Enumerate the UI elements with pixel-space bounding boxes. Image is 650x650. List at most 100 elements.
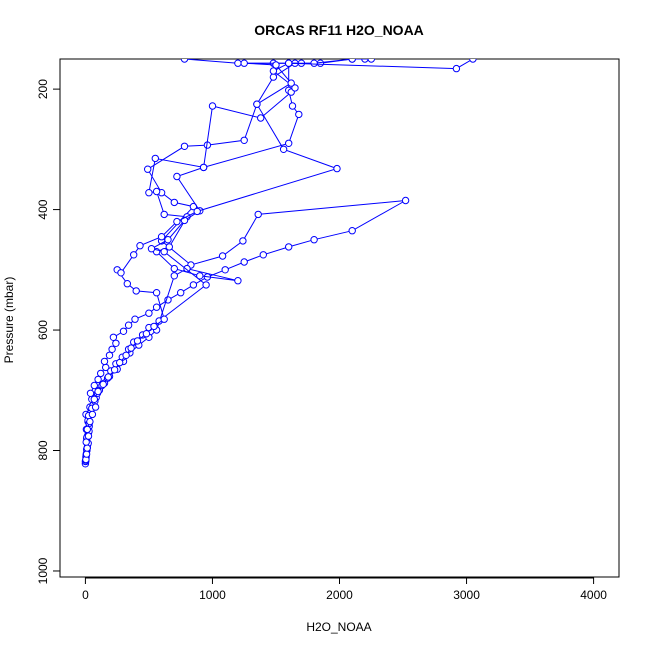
data-point (108, 345, 116, 353)
data-point (208, 102, 217, 110)
data-point (310, 236, 318, 244)
data-point (170, 264, 179, 273)
data-point (104, 373, 113, 381)
data-point (180, 59, 189, 63)
data-point (240, 258, 248, 266)
data-point (173, 172, 181, 181)
data-point (83, 444, 91, 452)
data-point (91, 403, 100, 411)
series-layer (81, 59, 477, 468)
y-tick-label: 1000 (36, 557, 50, 584)
data-point (287, 79, 295, 87)
data-point (99, 380, 107, 388)
data-point (295, 110, 303, 119)
x-tick-label: 0 (82, 588, 89, 602)
y-tick-label: 200 (36, 79, 50, 99)
data-point (199, 163, 208, 172)
data-point (110, 366, 119, 374)
data-point (147, 245, 156, 253)
data-point (132, 287, 140, 295)
data-point (348, 59, 356, 63)
data-point (240, 59, 248, 67)
data-point (133, 337, 142, 345)
data-point (100, 357, 109, 366)
data-point (180, 142, 189, 151)
data-point (109, 333, 118, 341)
data-point (83, 425, 92, 434)
data-point (221, 266, 229, 274)
data-point (145, 309, 153, 317)
data-point (105, 351, 114, 359)
data-point (160, 210, 168, 219)
data-point (285, 59, 293, 67)
data-point (170, 272, 179, 280)
y-tick-label: 400 (36, 199, 50, 219)
data-point (348, 227, 356, 235)
y-tick-label: 600 (36, 320, 50, 340)
data-point (189, 281, 198, 289)
data-point (218, 252, 227, 260)
data-point (117, 269, 125, 277)
data-point (234, 277, 242, 285)
x-axis-label: H2O_NOAA (306, 620, 371, 634)
data-point (116, 358, 124, 367)
data-point (285, 139, 293, 148)
data-point (239, 237, 247, 245)
data-point (123, 280, 132, 288)
data-point (82, 450, 91, 458)
data-point (127, 344, 135, 352)
data-point (130, 251, 138, 259)
data-point (165, 243, 174, 251)
data-point (253, 100, 261, 108)
data-point (160, 248, 168, 256)
data-point (112, 339, 120, 347)
data-point (173, 217, 181, 226)
data-point (202, 281, 210, 289)
data-point (279, 145, 288, 154)
data-point (86, 417, 94, 426)
data-point (94, 375, 102, 384)
data-point (272, 61, 280, 69)
data-point (152, 303, 161, 311)
y-axis-label: Pressure (mbar) (2, 277, 16, 364)
data-point (122, 351, 130, 359)
x-tick-label: 2000 (326, 588, 353, 602)
data-point (291, 84, 299, 92)
x-tick-label: 4000 (580, 588, 607, 602)
data-point (144, 165, 152, 173)
data-point (240, 136, 248, 145)
data-point (361, 59, 369, 63)
data-point (333, 164, 341, 173)
data-point (131, 315, 139, 323)
data-point (234, 59, 242, 67)
data-point (88, 410, 97, 419)
data-point (452, 64, 461, 73)
data-point (259, 251, 267, 259)
x-tick-label: 1000 (199, 588, 226, 602)
x-axis: 0 1000 2000 3000 4000 (82, 577, 607, 602)
data-point (254, 210, 262, 219)
data-point (469, 59, 477, 63)
series-4 (82, 59, 477, 464)
data-point (152, 289, 161, 297)
data-point (151, 154, 160, 163)
data-point (183, 264, 191, 273)
data-point (177, 289, 185, 297)
data-point (285, 243, 293, 251)
data-point (269, 73, 278, 81)
data-point (124, 321, 133, 329)
data-point (90, 381, 99, 390)
data-point (84, 432, 93, 440)
data-point (310, 59, 318, 67)
data-point (97, 369, 105, 378)
data-point (142, 330, 151, 338)
data-point (82, 438, 90, 446)
data-point (136, 242, 144, 250)
data-point (257, 114, 265, 122)
data-point (86, 389, 95, 397)
data-point (160, 315, 168, 323)
data-point (94, 387, 102, 396)
data-point (170, 198, 179, 207)
